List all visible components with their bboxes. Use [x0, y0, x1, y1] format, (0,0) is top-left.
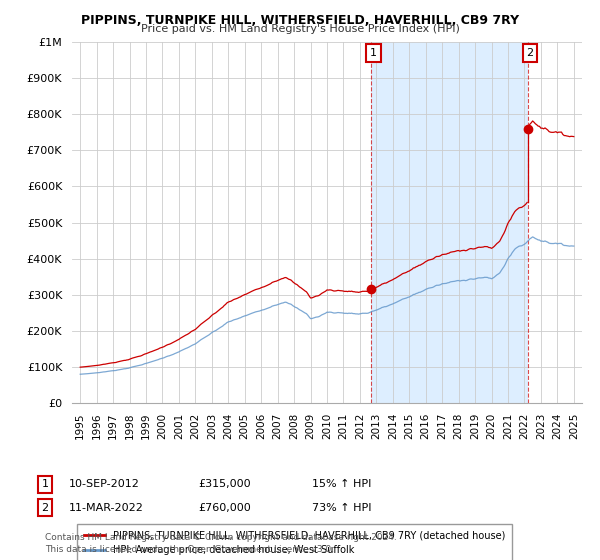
Text: Price paid vs. HM Land Registry's House Price Index (HPI): Price paid vs. HM Land Registry's House …: [140, 24, 460, 34]
Text: PIPPINS, TURNPIKE HILL, WITHERSFIELD, HAVERHILL, CB9 7RY: PIPPINS, TURNPIKE HILL, WITHERSFIELD, HA…: [81, 14, 519, 27]
Text: £315,000: £315,000: [198, 479, 251, 489]
Text: 15% ↑ HPI: 15% ↑ HPI: [312, 479, 371, 489]
Text: 2: 2: [526, 48, 533, 58]
Text: 1: 1: [370, 48, 377, 58]
Bar: [371, 42, 527, 403]
Text: £760,000: £760,000: [198, 503, 251, 513]
Text: Contains HM Land Registry data © Crown copyright and database right 2024.
This d: Contains HM Land Registry data © Crown c…: [45, 533, 397, 554]
Text: 73% ↑ HPI: 73% ↑ HPI: [312, 503, 371, 513]
Text: 11-MAR-2022: 11-MAR-2022: [69, 503, 144, 513]
Legend: PIPPINS, TURNPIKE HILL, WITHERSFIELD, HAVERHILL, CB9 7RY (detached house), HPI: : PIPPINS, TURNPIKE HILL, WITHERSFIELD, HA…: [77, 524, 512, 560]
Text: 10-SEP-2012: 10-SEP-2012: [69, 479, 140, 489]
Text: 2: 2: [41, 503, 49, 513]
Text: 1: 1: [41, 479, 49, 489]
